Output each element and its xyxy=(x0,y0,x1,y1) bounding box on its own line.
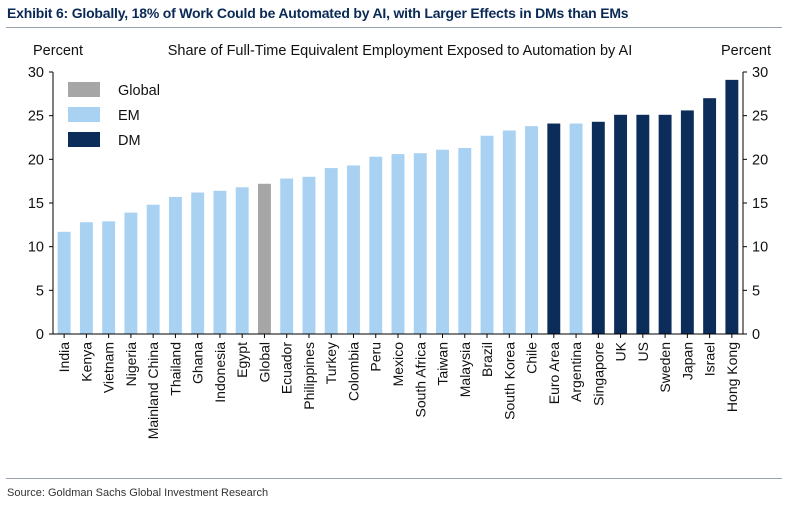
x-tick-label: Kenya xyxy=(78,342,94,382)
y-tick-label-right: 15 xyxy=(752,196,768,212)
bar-japan xyxy=(680,110,694,334)
x-tick-label: Colombia xyxy=(345,342,361,401)
bar-south-korea xyxy=(502,130,516,334)
x-tick-label: UK xyxy=(613,341,629,361)
x-tick-label: Thailand xyxy=(167,342,183,396)
bar-nigeria xyxy=(124,212,138,334)
y-tick-label-right: 30 xyxy=(752,65,768,81)
bar-mainland-china xyxy=(146,204,160,334)
x-tick-label: Hong Kong xyxy=(724,342,740,412)
bar-egypt xyxy=(235,187,249,334)
bar-thailand xyxy=(168,196,182,334)
x-tick-label: Mexico xyxy=(390,342,406,387)
x-tick-label: Taiwan xyxy=(435,342,451,386)
bar-singapore xyxy=(591,121,605,334)
bar-south-africa xyxy=(413,153,427,334)
bar-global xyxy=(257,183,271,334)
y-axis-label-left: Percent xyxy=(33,43,83,59)
x-tick-label: Global xyxy=(256,342,272,382)
chart-title: Share of Full-Time Equivalent Employment… xyxy=(168,43,633,59)
bar-vietnam xyxy=(102,221,116,334)
source-note: Source: Goldman Sachs Global Investment … xyxy=(7,487,269,499)
x-tick-label: US xyxy=(635,342,651,361)
y-tick-label-left: 10 xyxy=(28,240,44,256)
bar-ecuador xyxy=(280,178,294,334)
y-tick-label-left: 25 xyxy=(28,109,44,125)
bar-hong-kong xyxy=(725,79,739,334)
x-tick-label: Peru xyxy=(368,342,384,372)
footer-divider xyxy=(6,478,782,479)
x-tick-label: Ecuador xyxy=(279,342,295,394)
x-tick-label: Egypt xyxy=(234,342,250,378)
x-tick-label: South Korea xyxy=(501,342,517,420)
exhibit-title: Exhibit 6: Globally, 18% of Work Could b… xyxy=(7,5,629,21)
y-tick-label-right: 20 xyxy=(752,152,768,168)
y-tick-label-left: 15 xyxy=(28,196,44,212)
bar-philippines xyxy=(302,176,316,334)
y-tick-label-right: 5 xyxy=(752,283,760,299)
bar-ghana xyxy=(191,192,205,334)
y-tick-label-right: 25 xyxy=(752,109,768,125)
bar-us xyxy=(636,114,650,334)
legend-swatch-em xyxy=(68,107,100,122)
legend-swatch-global xyxy=(68,82,100,97)
bar-argentina xyxy=(569,123,583,334)
y-tick-label-right: 0 xyxy=(752,327,760,343)
x-tick-label: Vietnam xyxy=(101,342,117,393)
bar-malaysia xyxy=(458,147,472,334)
x-tick-label: Brazil xyxy=(479,342,495,377)
bar-mexico xyxy=(391,154,405,334)
y-tick-label-left: 30 xyxy=(28,65,44,81)
x-tick-label: Mainland China xyxy=(145,342,161,439)
legend-label-dm: DM xyxy=(118,133,141,149)
legend-swatch-dm xyxy=(68,132,100,147)
x-tick-label: Indonesia xyxy=(212,342,228,403)
bar-colombia xyxy=(347,165,360,334)
bar-chart: Share of Full-Time Equivalent Employment… xyxy=(28,43,771,439)
bar-chile xyxy=(525,126,539,334)
x-tick-label: Turkey xyxy=(323,342,339,384)
x-tick-label: India xyxy=(56,342,72,373)
x-tick-label: South Africa xyxy=(412,342,428,418)
y-tick-label-right: 10 xyxy=(752,240,768,256)
y-tick-label-left: 20 xyxy=(28,152,44,168)
bar-turkey xyxy=(324,168,338,334)
x-tick-label: Japan xyxy=(679,342,695,380)
x-tick-label: Euro Area xyxy=(546,342,562,404)
bar-kenya xyxy=(79,222,93,334)
x-tick-label: Philippines xyxy=(301,342,317,410)
y-tick-label-left: 5 xyxy=(36,283,44,299)
bar-brazil xyxy=(480,135,494,334)
legend-label-global: Global xyxy=(118,83,160,99)
x-tick-label: Chile xyxy=(524,342,540,374)
x-tick-label: Israel xyxy=(702,342,718,376)
x-tick-label: Argentina xyxy=(568,342,584,402)
x-tick-label: Ghana xyxy=(190,342,206,384)
bar-india xyxy=(57,231,71,334)
bar-sweden xyxy=(658,114,672,334)
bar-uk xyxy=(614,114,628,334)
legend-label-em: EM xyxy=(118,108,140,124)
bar-taiwan xyxy=(436,149,449,334)
bar-euro-area xyxy=(547,123,561,334)
bar-israel xyxy=(703,98,717,334)
x-tick-label: Sweden xyxy=(657,342,673,393)
y-axis-label-right: Percent xyxy=(721,43,771,59)
x-tick-label: Malaysia xyxy=(457,342,473,397)
bar-indonesia xyxy=(213,190,227,334)
title-divider xyxy=(6,27,782,28)
x-tick-label: Nigeria xyxy=(123,342,139,387)
y-tick-label-left: 0 xyxy=(36,327,44,343)
bar-peru xyxy=(369,156,383,334)
x-tick-label: Singapore xyxy=(590,342,606,406)
